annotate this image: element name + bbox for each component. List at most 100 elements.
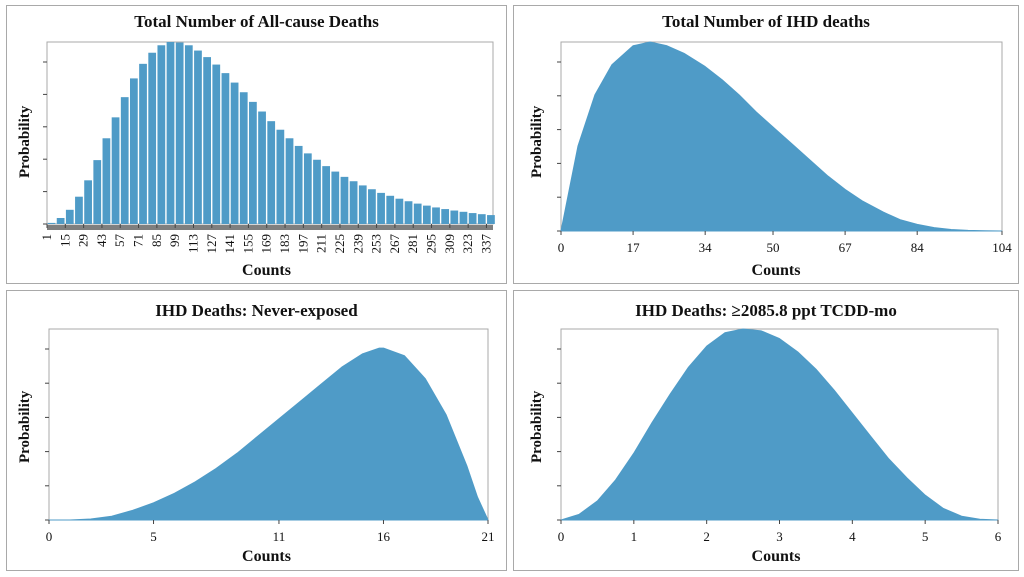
x-axis-label: Counts <box>242 262 291 279</box>
bar <box>294 145 303 224</box>
x-tick-label: 253 <box>369 234 384 254</box>
x-tick-label: 0 <box>558 240 565 255</box>
chart-title: IHD Deaths: Never-exposed <box>155 301 358 320</box>
bar <box>331 171 340 224</box>
x-tick-label: 43 <box>94 234 109 247</box>
bar <box>441 209 450 224</box>
bar <box>249 101 257 224</box>
x-tick-label: 239 <box>350 234 365 254</box>
x-tick-label: 99 <box>167 234 182 247</box>
x-tick-label: 0 <box>46 529 53 544</box>
x-tick-label: 225 <box>332 234 347 254</box>
bar <box>477 214 486 224</box>
bar <box>102 138 111 224</box>
bar <box>157 45 166 224</box>
x-tick-label: 15 <box>57 234 72 247</box>
x-tick-label: 183 <box>277 234 292 254</box>
x-tick-label: 71 <box>131 234 146 247</box>
bar <box>395 198 404 224</box>
chart-panel-all-cause-deaths: Total Number of All-cause Deaths Probabi… <box>6 5 507 284</box>
bar <box>267 121 276 224</box>
bar <box>422 205 431 224</box>
x-tick-label: 5 <box>150 529 157 544</box>
bar <box>203 57 211 224</box>
x-tick-label: 5 <box>922 529 929 544</box>
x-tick-label: 1 <box>631 529 638 544</box>
bar <box>413 203 422 224</box>
bar <box>450 210 459 224</box>
bar <box>368 189 376 224</box>
bar <box>340 176 349 224</box>
x-tick-label: 155 <box>240 234 255 254</box>
bar <box>221 73 230 224</box>
x-tick-label: 2 <box>703 529 710 544</box>
x-tick-label: 113 <box>185 234 200 253</box>
bar <box>487 215 495 224</box>
bar <box>313 159 321 224</box>
chart-title: IHD Deaths: ≥2085.8 ppt TCDD-mo <box>635 301 897 320</box>
bar <box>166 42 175 224</box>
x-tick-label: 197 <box>295 234 310 254</box>
bar <box>322 166 331 224</box>
bar <box>276 129 285 224</box>
bar <box>377 192 385 224</box>
x-tick-label: 6 <box>995 529 1002 544</box>
bar <box>93 160 102 224</box>
bar <box>65 209 74 224</box>
x-tick-label: 295 <box>424 234 439 254</box>
bar <box>84 180 92 224</box>
bar <box>258 111 266 224</box>
density-area <box>48 347 489 521</box>
chart-panel-ihd-tcdd: IHD Deaths: ≥2085.8 ppt TCDD-mo Probabil… <box>513 290 1019 571</box>
bar <box>148 52 157 224</box>
x-tick-label: 57 <box>112 234 127 248</box>
x-tick-label: 169 <box>259 234 274 254</box>
chart-title: Total Number of IHD deaths <box>662 12 870 31</box>
x-tick-label: 50 <box>767 240 780 255</box>
x-tick-label: 67 <box>839 240 853 255</box>
x-tick-label: 281 <box>405 234 420 254</box>
bar <box>120 97 129 224</box>
x-tick-label: 267 <box>387 234 402 254</box>
bar <box>404 201 413 224</box>
bar <box>56 217 65 224</box>
bar <box>386 195 395 224</box>
chart-panel-ihd-deaths: Total Number of IHD deaths Probability C… <box>513 5 1019 284</box>
bar <box>111 117 120 224</box>
chart-panel-ihd-never-exposed: IHD Deaths: Never-exposed Probability Co… <box>6 290 507 571</box>
x-tick-label: 323 <box>460 234 475 254</box>
x-axis-label: Counts <box>751 262 801 279</box>
chart-title: Total Number of All-cause Deaths <box>134 12 379 31</box>
bar <box>212 64 221 225</box>
bar <box>184 45 193 224</box>
density-area <box>560 41 1003 232</box>
x-tick-label: 17 <box>627 240 641 255</box>
density-area <box>560 328 999 521</box>
x-axis-label: Counts <box>751 548 801 565</box>
x-tick-label: 309 <box>442 234 457 254</box>
x-tick-label: 11 <box>273 529 286 544</box>
x-tick-label: 4 <box>849 529 856 544</box>
bar <box>285 138 294 224</box>
x-tick-label: 16 <box>377 529 391 544</box>
x-tick-label: 84 <box>911 240 925 255</box>
bar <box>432 207 440 224</box>
x-tick-label: 1 <box>39 234 54 241</box>
x-tick-label: 104 <box>992 240 1012 255</box>
x-tick-label: 34 <box>699 240 713 255</box>
x-tick-label: 3 <box>776 529 783 544</box>
bar <box>349 181 358 224</box>
chart-plot-tcdd: 0 1 2 3 4 5 6 <box>557 328 1002 544</box>
x-tick-label: 85 <box>149 234 164 247</box>
bar <box>129 78 138 225</box>
x-tick-label: 0 <box>558 529 565 544</box>
x-tick-label: 21 <box>482 529 495 544</box>
bar <box>358 185 367 224</box>
bar <box>303 153 312 224</box>
x-tick-label: 29 <box>76 234 91 247</box>
bar <box>75 196 83 224</box>
x-tick-label: 211 <box>314 234 329 253</box>
bar <box>239 92 248 225</box>
bar <box>468 213 477 224</box>
bar <box>47 222 56 224</box>
